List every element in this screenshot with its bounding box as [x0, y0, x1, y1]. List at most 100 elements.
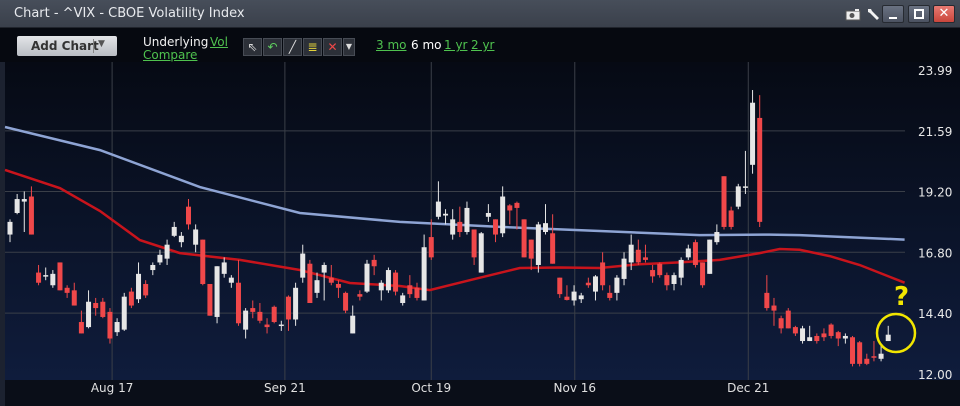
candle-down: [493, 219, 499, 243]
y-tick-label: 16.80: [918, 246, 952, 260]
candle-up: [478, 232, 484, 273]
delete-icon[interactable]: ✕: [323, 38, 342, 56]
candle-down: [657, 262, 663, 278]
candle-body: [635, 249, 641, 263]
candle-up: [50, 270, 56, 288]
line-draw-icon[interactable]: ╱: [283, 38, 302, 56]
candle-up: [350, 305, 356, 334]
camera-icon[interactable]: [845, 8, 861, 21]
candle-body: [571, 291, 577, 301]
candle-body: [728, 210, 734, 227]
candle-down: [757, 95, 763, 227]
close-icon[interactable]: ✕: [933, 5, 955, 23]
x-tick-label: Aug 17: [91, 381, 134, 395]
minimize-icon[interactable]: [882, 5, 904, 23]
candle-down: [428, 219, 434, 260]
candle-up: [214, 266, 220, 324]
range-6mo[interactable]: 6 mo: [411, 38, 442, 52]
candle-body: [821, 333, 827, 338]
candle-down: [514, 201, 520, 230]
pointer-icon[interactable]: ⇖: [243, 38, 262, 56]
candle-body: [86, 301, 92, 328]
price-chart[interactable]: 23.99 21.59 19.20 16.80 14.40 12.00 Aug 17 Sep …: [0, 62, 960, 406]
candle-body: [50, 273, 56, 286]
candle-body: [178, 235, 184, 243]
candle-body: [692, 242, 698, 265]
candle-body: [335, 283, 341, 288]
candle-body: [300, 253, 306, 278]
candle-down: [28, 186, 34, 235]
long-moving-average-line: [4, 125, 905, 241]
candle-down: [828, 323, 834, 339]
candle-down: [264, 318, 270, 334]
candle-body: [764, 292, 770, 309]
candle-body: [136, 273, 142, 300]
candle-down: [186, 199, 191, 230]
candle-body: [235, 282, 241, 324]
candle-up: [714, 224, 720, 245]
range-2yr[interactable]: 2 yr: [471, 38, 495, 52]
candle-down: [271, 305, 277, 324]
candle-down: [71, 282, 77, 306]
candle-up: [314, 272, 320, 298]
candle-down: [107, 308, 113, 344]
y-tick-label: 21.59: [918, 125, 952, 139]
candle-body: [621, 258, 627, 279]
candle-down: [607, 285, 613, 301]
candle-body: [678, 259, 684, 278]
x-axis-strip: [0, 380, 960, 406]
maximize-icon[interactable]: [908, 5, 930, 23]
study-lines-icon[interactable]: ≣: [303, 38, 322, 56]
add-chart-button[interactable]: Add Chart ▼: [17, 36, 117, 56]
candle-body: [721, 176, 727, 227]
candle-body: [700, 262, 706, 286]
candle-up: [164, 239, 170, 265]
candle-body: [186, 206, 191, 225]
range-1yr[interactable]: 1 yr: [444, 38, 468, 52]
candle-down: [642, 244, 648, 263]
candle-body: [171, 226, 177, 236]
candle-down: [507, 204, 513, 225]
dropdown-icon[interactable]: ▼: [343, 38, 355, 56]
window-title: Chart - ^VIX - CBOE Volatility Index: [14, 6, 245, 21]
candle-down: [692, 239, 698, 268]
candle-body: [285, 296, 291, 320]
candle-body: [657, 263, 663, 276]
candle-up: [707, 239, 713, 274]
candle-body: [407, 285, 413, 295]
candle-body: [307, 263, 313, 304]
candle-body: [485, 212, 491, 217]
candle-down: [457, 206, 463, 238]
candle-body: [143, 283, 149, 296]
candle-up: [278, 320, 284, 331]
candle-body: [164, 244, 170, 259]
candle-body: [685, 248, 691, 258]
candle-up: [535, 221, 541, 273]
candle-body: [150, 264, 156, 271]
candle-up: [378, 280, 384, 301]
range-3mo[interactable]: 3 mo: [376, 38, 407, 52]
x-tick-label: Nov 16: [554, 381, 597, 395]
x-tick-label: Sep 21: [264, 381, 306, 395]
wrench-icon[interactable]: [865, 6, 881, 22]
candle-body: [443, 213, 449, 216]
chevron-down-icon[interactable]: ▼: [98, 39, 105, 49]
candle-body: [828, 324, 834, 336]
annotation-circle: [875, 312, 917, 354]
candle-down: [93, 297, 99, 316]
candle-up: [450, 209, 456, 240]
candle-up: [485, 204, 491, 222]
candle-up: [685, 244, 691, 260]
undo-icon[interactable]: ↶: [263, 38, 282, 56]
candle-up: [228, 275, 234, 288]
candle-body: [343, 292, 349, 311]
vol-link[interactable]: Vol: [210, 35, 228, 49]
x-tick-label: Dec 21: [727, 381, 769, 395]
candle-body: [550, 233, 556, 264]
compare-link[interactable]: Compare: [143, 48, 198, 62]
candle-body: [628, 244, 634, 263]
candle-up: [43, 267, 49, 281]
plot-background: [0, 62, 960, 380]
candle-body: [350, 315, 356, 334]
candle-body: [842, 335, 848, 339]
